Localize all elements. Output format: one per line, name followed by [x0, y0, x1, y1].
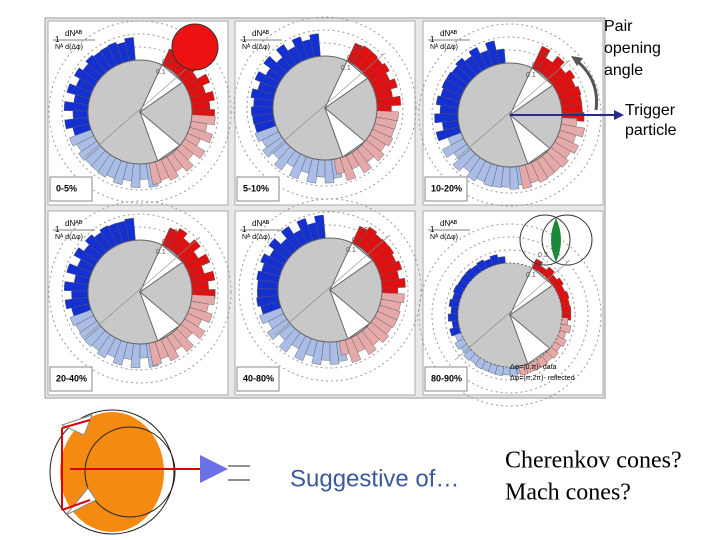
legend-text: Δφ=(0,π)- data — [510, 364, 557, 371]
label-box — [236, 176, 280, 202]
axis-label: Nᴬ d(Δφ) — [242, 43, 270, 51]
pie-gap — [138, 290, 181, 342]
ring — [61, 213, 219, 371]
ring-label: 0.3 — [168, 229, 178, 236]
axis-label: Nᴬ d(Δφ) — [55, 233, 83, 241]
ring-label: 0.2 — [162, 59, 172, 66]
axis-label: dNᴬᴮ — [65, 29, 83, 38]
axis — [84, 236, 201, 338]
axis-label: Nᴬ d(Δφ) — [430, 233, 458, 241]
ring-label: 0.1 — [526, 272, 536, 279]
axis-label: dNᴬᴮ — [252, 29, 270, 38]
arrow-head — [571, 56, 583, 66]
axis-label: 1 — [430, 35, 435, 44]
ring-label: 0.1 — [156, 69, 166, 76]
panel-label: 40-80% — [243, 373, 274, 383]
label-box — [49, 176, 93, 202]
axis-label: 1 — [55, 225, 60, 234]
ring-label: 0.2 — [347, 55, 357, 62]
panel-label: 20-40% — [56, 373, 87, 383]
panel-label: 0-5% — [56, 183, 77, 193]
ring-label: 0.1 — [346, 247, 356, 254]
axis-label: dNᴬᴮ — [252, 219, 270, 228]
legend-text: Δφ=(π,2π)- reflected — [510, 375, 575, 382]
ring — [48, 200, 232, 384]
ring — [61, 33, 219, 191]
axis — [84, 56, 201, 158]
panel-label: 80-90% — [431, 373, 462, 383]
ring — [233, 16, 417, 200]
annotation: Trigger — [625, 102, 676, 119]
axis-label: 1 — [430, 225, 435, 234]
cherenkov-text: Cherenkov cones? — [505, 448, 682, 474]
pie-gap — [323, 106, 366, 158]
panel-label: 5-10% — [243, 183, 269, 193]
ring-label: 0.3 — [538, 252, 548, 259]
mach-text: Mach cones? — [505, 480, 631, 506]
pie-gap — [138, 110, 181, 162]
axis — [274, 234, 391, 336]
label-box — [49, 366, 93, 392]
ring — [418, 223, 602, 407]
panels: 0.3 0.2 0.1 1 dNᴬᴮ Nᴬ d(Δφ) 0-5% 0.3 0.2 0.1 1 dNᴬᴮ… — [47, 16, 604, 407]
annotation: angle — [604, 62, 643, 79]
ring-label: 0.3 — [538, 52, 548, 59]
ring-label: 0.2 — [162, 239, 172, 246]
axis-label: 1 — [242, 225, 247, 234]
ring-label: 0.2 — [532, 262, 542, 269]
axis-label: dNᴬᴮ — [440, 219, 458, 228]
panel-label: 10-20% — [431, 183, 462, 193]
axis-label: 1 — [55, 35, 60, 44]
histogram-bar — [502, 366, 511, 376]
trigger-arrow — [614, 110, 624, 120]
ring-label: 0.1 — [526, 72, 536, 79]
axis-label: 1 — [242, 35, 247, 44]
axis — [454, 59, 571, 161]
annotation: Pair — [604, 18, 633, 35]
ring-label: 0.1 — [341, 65, 351, 72]
venn — [519, 214, 593, 266]
ring — [444, 249, 576, 381]
pie-gap — [508, 313, 551, 365]
label-box — [424, 366, 468, 392]
annotation: particle — [625, 122, 677, 139]
pie-gap — [508, 113, 551, 165]
ring-label: 0.3 — [353, 45, 363, 52]
ring — [251, 211, 409, 369]
angle-arrow — [575, 58, 599, 111]
pie-gap — [328, 288, 371, 340]
ring-label: 0.1 — [156, 249, 166, 256]
histogram-bar — [560, 317, 569, 326]
ring — [431, 236, 589, 394]
histogram-bar — [447, 313, 459, 322]
axis-label: dNᴬᴮ — [440, 29, 458, 38]
axis-label: dNᴬᴮ — [65, 219, 83, 228]
axis-label: Nᴬ d(Δφ) — [430, 43, 458, 51]
annotation: opening — [604, 40, 661, 57]
suggestive-text: Suggestive of… — [290, 465, 459, 492]
axis-label: Nᴬ d(Δφ) — [242, 233, 270, 241]
cone-diagram — [49, 409, 250, 535]
ring-label: 0.2 — [352, 237, 362, 244]
ring — [238, 198, 422, 382]
histogram-bar — [450, 306, 459, 315]
red-disc — [171, 23, 219, 71]
ring-label: 0.2 — [532, 62, 542, 69]
axis-label: Nᴬ d(Δφ) — [55, 43, 83, 51]
ring — [246, 29, 404, 187]
axis — [269, 52, 386, 154]
ring-label: 0.3 — [358, 227, 368, 234]
label-box — [236, 366, 280, 392]
axis — [454, 259, 571, 361]
label-box — [424, 176, 468, 202]
ring — [48, 20, 232, 204]
